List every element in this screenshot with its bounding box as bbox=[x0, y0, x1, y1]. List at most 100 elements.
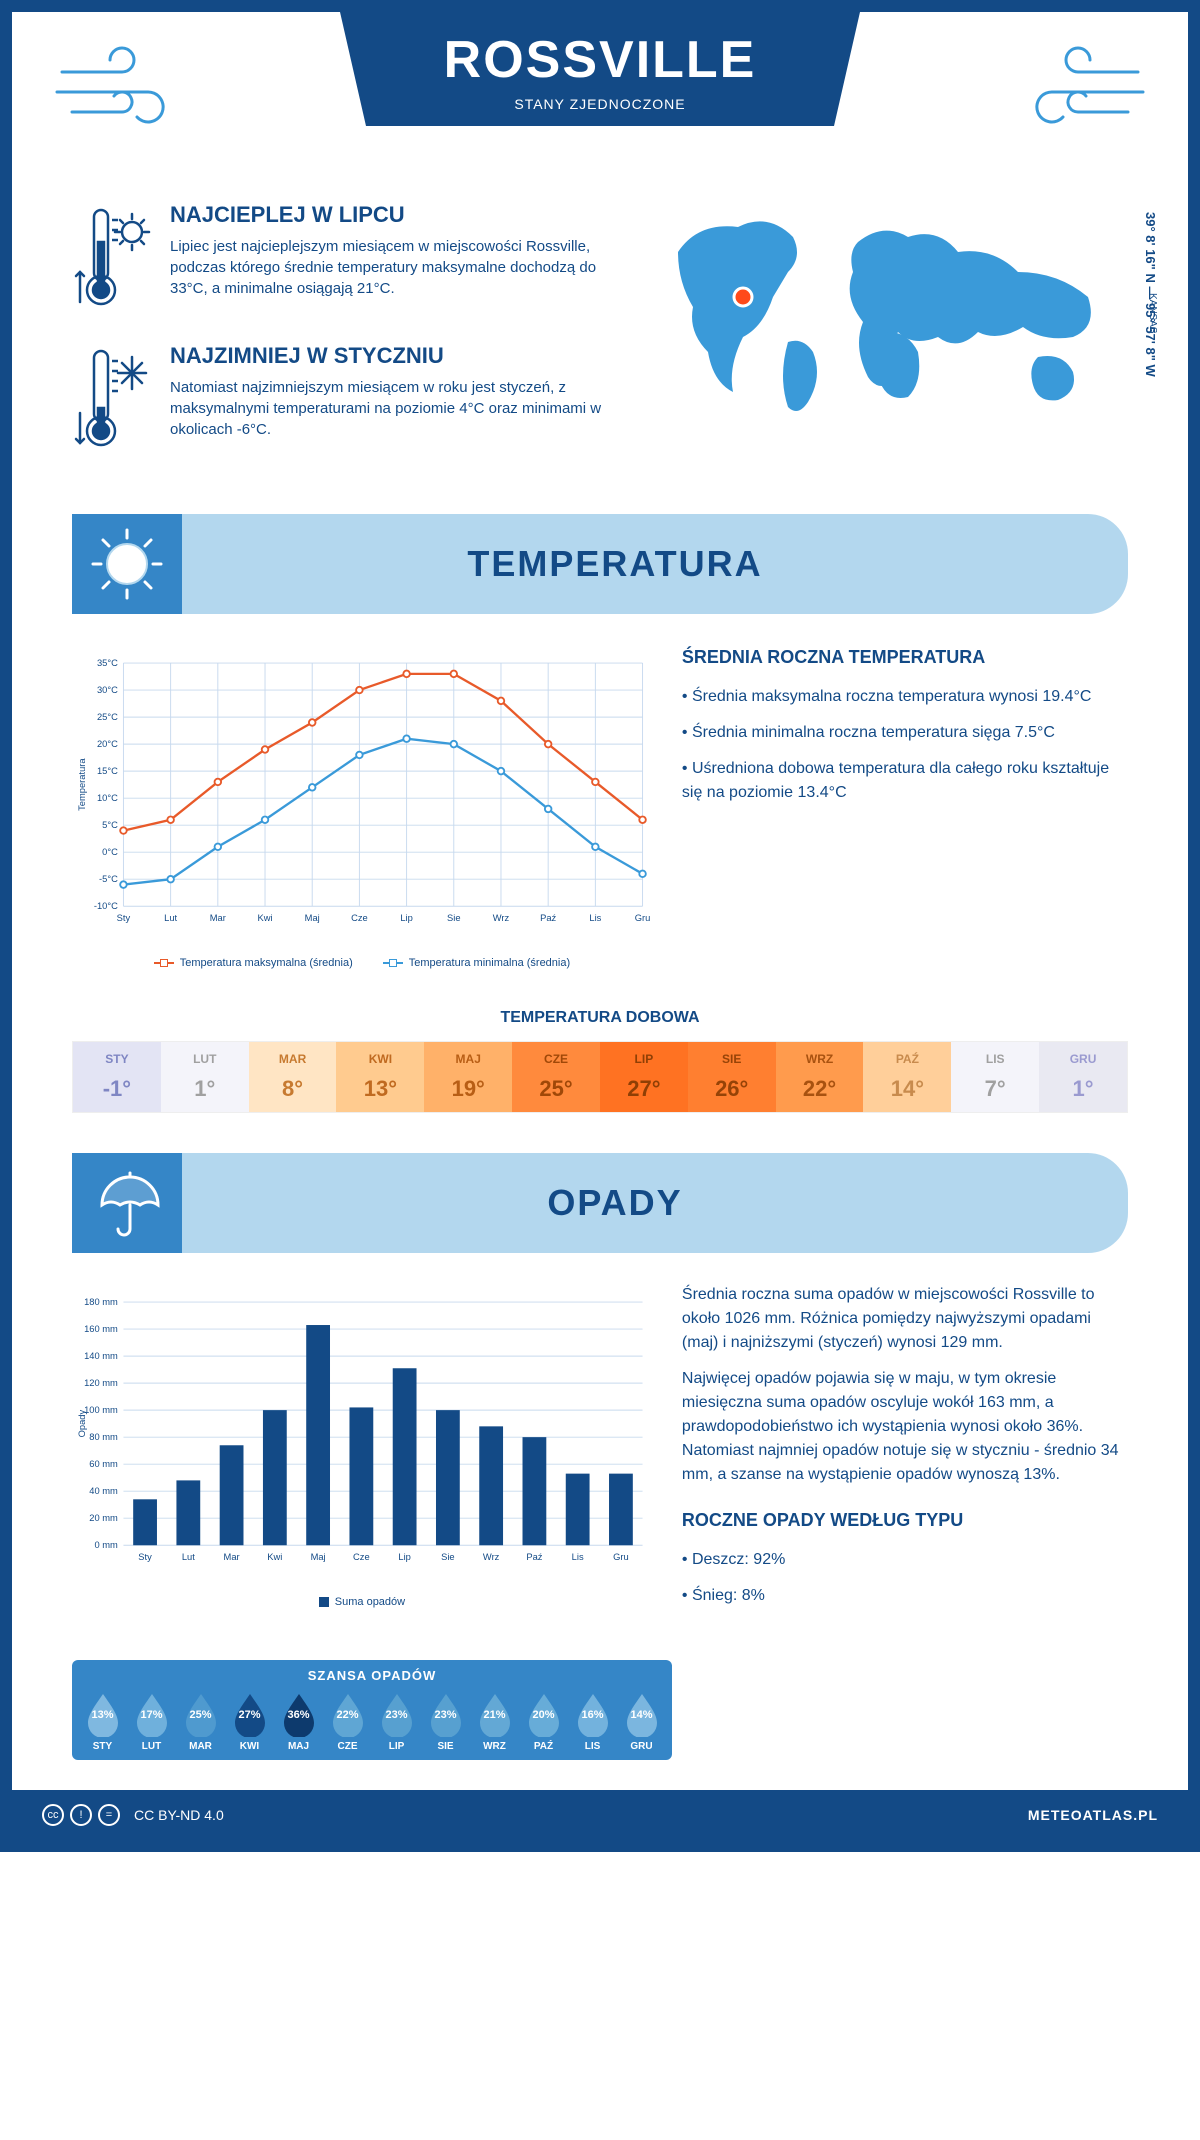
svg-text:Kwi: Kwi bbox=[257, 913, 272, 923]
wind-icon-left bbox=[52, 42, 202, 142]
svg-text:Temperatura: Temperatura bbox=[77, 758, 87, 811]
svg-text:Sty: Sty bbox=[138, 1552, 152, 1562]
svg-text:80 mm: 80 mm bbox=[89, 1432, 118, 1442]
svg-text:100 mm: 100 mm bbox=[84, 1405, 118, 1415]
precip-type-1: • Śnieg: 8% bbox=[682, 1584, 1128, 1608]
page-title: ROSSVILLE bbox=[340, 30, 860, 90]
svg-text:0°C: 0°C bbox=[102, 847, 118, 857]
svg-text:15°C: 15°C bbox=[97, 766, 118, 776]
temp-chart: -10°C-5°C0°C5°C10°C15°C20°C25°C30°C35°CS… bbox=[72, 644, 652, 969]
svg-text:Sty: Sty bbox=[117, 913, 131, 923]
svg-text:Mar: Mar bbox=[224, 1552, 240, 1562]
nd-icon: = bbox=[98, 1804, 120, 1826]
svg-text:Wrz: Wrz bbox=[483, 1552, 500, 1562]
temperature-body: -10°C-5°C0°C5°C10°C15°C20°C25°C30°C35°CS… bbox=[12, 614, 1188, 999]
coordinates: 39° 8' 16" N — 95° 57' 8" W bbox=[1143, 212, 1158, 377]
svg-text:120 mm: 120 mm bbox=[84, 1378, 118, 1388]
svg-text:0 mm: 0 mm bbox=[94, 1540, 118, 1550]
svg-text:Lip: Lip bbox=[400, 913, 412, 923]
avg-bullet-0: • Średnia maksymalna roczna temperatura … bbox=[682, 685, 1128, 709]
daily-temp-cell: WRZ22° bbox=[776, 1042, 864, 1112]
svg-text:Wrz: Wrz bbox=[493, 913, 510, 923]
svg-text:Sie: Sie bbox=[441, 1552, 455, 1562]
chance-title: SZANSA OPADÓW bbox=[80, 1668, 664, 1683]
precip-type-0: • Deszcz: 92% bbox=[682, 1548, 1128, 1572]
svg-text:Cze: Cze bbox=[353, 1552, 370, 1562]
daily-temp-cell: KWI13° bbox=[336, 1042, 424, 1112]
svg-text:Maj: Maj bbox=[311, 1552, 326, 1562]
svg-text:40 mm: 40 mm bbox=[89, 1486, 118, 1496]
svg-text:Lut: Lut bbox=[164, 913, 177, 923]
svg-text:Opady: Opady bbox=[77, 1410, 87, 1438]
svg-text:Sie: Sie bbox=[447, 913, 461, 923]
chance-cell: 36%MAJ bbox=[276, 1691, 321, 1752]
svg-text:60 mm: 60 mm bbox=[89, 1459, 118, 1469]
temperature-section-header: TEMPERATURA bbox=[72, 514, 1128, 614]
chance-cell: 22%CZE bbox=[325, 1691, 370, 1752]
hot-summary: NAJCIEPLEJ W LIPCU Lipiec jest najcieple… bbox=[72, 202, 628, 317]
license-text: CC BY-ND 4.0 bbox=[134, 1807, 224, 1823]
svg-text:-5°C: -5°C bbox=[99, 874, 118, 884]
svg-text:Kwi: Kwi bbox=[267, 1552, 282, 1562]
svg-text:35°C: 35°C bbox=[97, 658, 118, 668]
svg-text:Mar: Mar bbox=[210, 913, 226, 923]
title-banner: ROSSVILLE STANY ZJEDNOCZONE bbox=[340, 12, 860, 126]
svg-text:20°C: 20°C bbox=[97, 739, 118, 749]
hot-heading: NAJCIEPLEJ W LIPCU bbox=[170, 202, 628, 228]
daily-temp-cell: PAŹ14° bbox=[863, 1042, 951, 1112]
footer: cc ! = CC BY-ND 4.0 METEOATLAS.PL bbox=[12, 1790, 1188, 1840]
chance-cell: 21%WRZ bbox=[472, 1691, 517, 1752]
cc-icon: cc bbox=[42, 1804, 64, 1826]
daily-temp-cell: CZE25° bbox=[512, 1042, 600, 1112]
precip-para-2: Najwięcej opadów pojawia się w maju, w t… bbox=[682, 1367, 1128, 1487]
svg-text:160 mm: 160 mm bbox=[84, 1324, 118, 1334]
header: ROSSVILLE STANY ZJEDNOCZONE bbox=[12, 12, 1188, 192]
svg-text:10°C: 10°C bbox=[97, 793, 118, 803]
svg-text:20 mm: 20 mm bbox=[89, 1513, 118, 1523]
chance-cell: 23%SIE bbox=[423, 1691, 468, 1752]
daily-temp-cell: LUT1° bbox=[161, 1042, 249, 1112]
temp-legend: Temperatura maksymalna (średnia) Tempera… bbox=[72, 957, 652, 969]
umbrella-icon bbox=[72, 1153, 182, 1253]
cc-icons: cc ! = bbox=[42, 1804, 120, 1826]
avg-bullet-2: • Uśredniona dobowa temperatura dla całe… bbox=[682, 757, 1128, 805]
precip-legend-label: Suma opadów bbox=[335, 1596, 405, 1608]
legend-max: Temperatura maksymalna (średnia) bbox=[180, 957, 353, 969]
cold-heading: NAJZIMNIEJ W STYCZNIU bbox=[170, 343, 628, 369]
page-subtitle: STANY ZJEDNOCZONE bbox=[340, 96, 860, 112]
thermometer-hot-icon bbox=[72, 202, 152, 317]
svg-text:Paź: Paź bbox=[526, 1552, 542, 1562]
svg-text:5°C: 5°C bbox=[102, 820, 118, 830]
cold-summary: NAJZIMNIEJ W STYCZNIU Natomiast najzimni… bbox=[72, 343, 628, 458]
temperature-title: TEMPERATURA bbox=[182, 543, 1128, 585]
avg-bullet-1: • Średnia minimalna roczna temperatura s… bbox=[682, 721, 1128, 745]
chance-cell: 23%LIP bbox=[374, 1691, 419, 1752]
svg-text:Paź: Paź bbox=[540, 913, 556, 923]
precip-para-1: Średnia roczna suma opadów w miejscowośc… bbox=[682, 1283, 1128, 1355]
svg-text:180 mm: 180 mm bbox=[84, 1297, 118, 1307]
precip-legend: Suma opadów bbox=[72, 1596, 652, 1608]
precip-chart: 0 mm20 mm40 mm60 mm80 mm100 mm120 mm140 … bbox=[72, 1283, 652, 1620]
page: ROSSVILLE STANY ZJEDNOCZONE NAJCIEPLEJ W… bbox=[0, 0, 1200, 1852]
hot-text: Lipiec jest najcieplejszym miesiącem w m… bbox=[170, 236, 628, 299]
avg-temp-title: ŚREDNIA ROCZNA TEMPERATURA bbox=[682, 644, 1128, 671]
temp-text: ŚREDNIA ROCZNA TEMPERATURA • Średnia mak… bbox=[682, 644, 1128, 969]
cold-text: Natomiast najzimniejszym miesiącem w rok… bbox=[170, 377, 628, 440]
sun-icon bbox=[72, 514, 182, 614]
svg-text:Lis: Lis bbox=[572, 1552, 584, 1562]
daily-temp-cell: STY-1° bbox=[73, 1042, 161, 1112]
svg-text:30°C: 30°C bbox=[97, 685, 118, 695]
top-info: NAJCIEPLEJ W LIPCU Lipiec jest najcieple… bbox=[12, 192, 1188, 514]
chance-box: SZANSA OPADÓW 13%STY17%LUT25%MAR27%KWI36… bbox=[72, 1660, 672, 1760]
svg-text:Gru: Gru bbox=[635, 913, 651, 923]
daily-temp-cell: SIE26° bbox=[688, 1042, 776, 1112]
daily-temp-cell: MAR8° bbox=[249, 1042, 337, 1112]
precip-text: Średnia roczna suma opadów w miejscowośc… bbox=[682, 1283, 1128, 1620]
daily-temp-strip: STY-1°LUT1°MAR8°KWI13°MAJ19°CZE25°LIP27°… bbox=[72, 1041, 1128, 1113]
daily-temp-cell: LIP27° bbox=[600, 1042, 688, 1112]
thermometer-cold-icon bbox=[72, 343, 152, 458]
chance-cell: 27%KWI bbox=[227, 1691, 272, 1752]
precip-type-title: ROCZNE OPADY WEDŁUG TYPU bbox=[682, 1507, 1128, 1534]
precip-title: OPADY bbox=[182, 1182, 1128, 1224]
daily-temp-title: TEMPERATURA DOBOWA bbox=[12, 1009, 1188, 1027]
